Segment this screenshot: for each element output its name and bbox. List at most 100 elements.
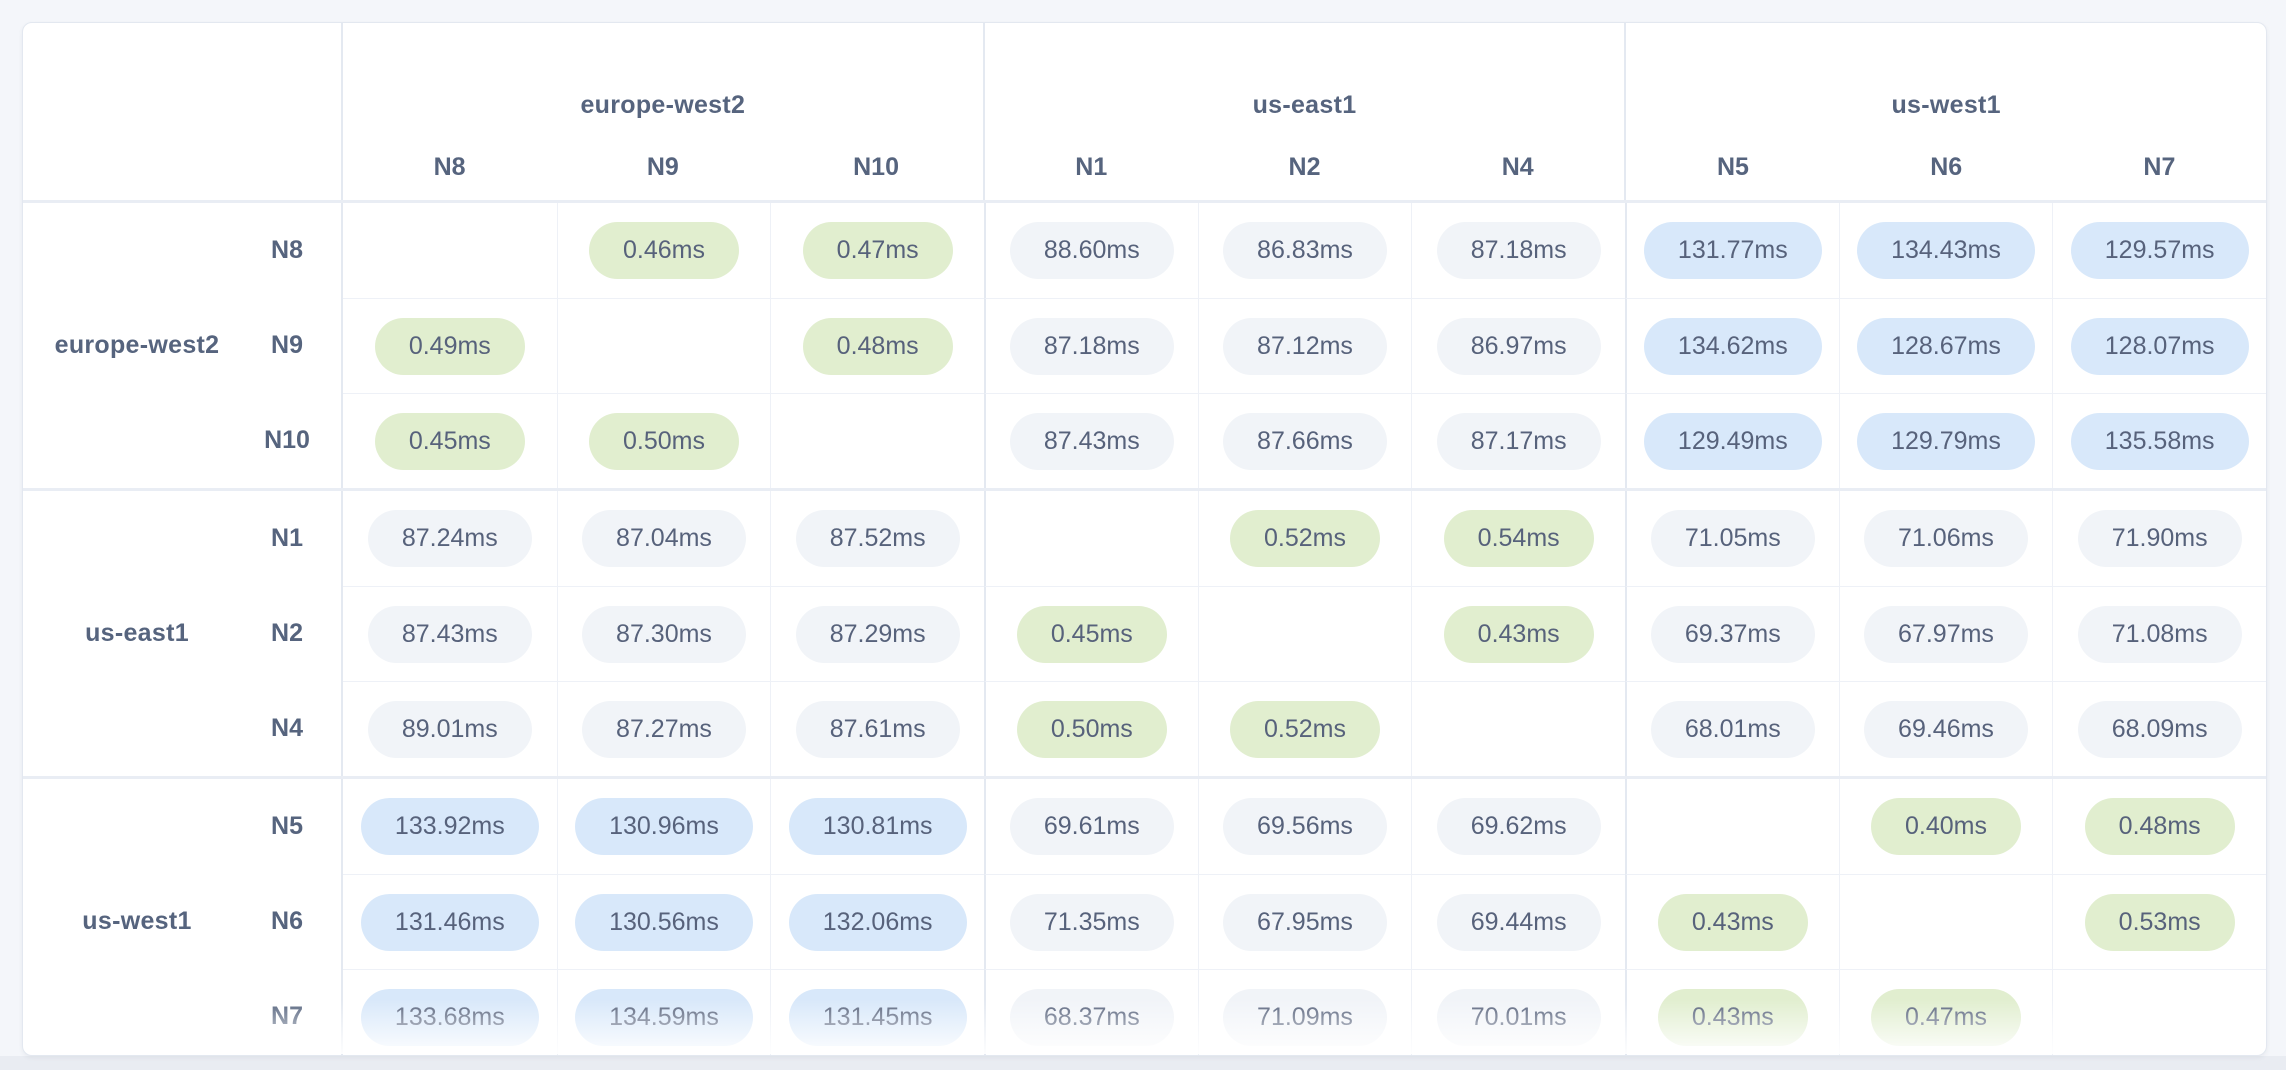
latency-pill: 68.01ms bbox=[1650, 700, 1815, 758]
latency-cell-N4-N10: 87.61ms bbox=[770, 681, 984, 776]
latency-pill: 68.37ms bbox=[1009, 988, 1174, 1046]
latency-cell-N5-N10: 130.81ms bbox=[770, 779, 984, 874]
latency-pill: 87.24ms bbox=[367, 510, 532, 567]
latency-cell-N1-N6: 71.06ms bbox=[1838, 491, 2053, 586]
latency-pill: 129.57ms bbox=[2070, 222, 2249, 279]
latency-pill: 129.79ms bbox=[1857, 412, 2035, 470]
latency-pill: 0.53ms bbox=[2084, 893, 2235, 951]
latency-cell-N10-N8: 0.45ms bbox=[343, 393, 557, 488]
row-node-label: N9 bbox=[271, 331, 303, 359]
row-node-label: N1 bbox=[271, 524, 303, 552]
column-group-europe-west2: europe-west2 N8 N9 N10 bbox=[343, 23, 983, 200]
latency-cell-N2-N9: 87.30ms bbox=[556, 586, 771, 681]
latency-cell-N1-N10: 87.52ms bbox=[770, 491, 984, 586]
latency-pill: 87.12ms bbox=[1223, 317, 1387, 375]
latency-pill: 67.97ms bbox=[1864, 605, 2028, 663]
column-node-label: N9 bbox=[646, 153, 679, 181]
latency-pill: 86.83ms bbox=[1223, 222, 1387, 279]
latency-cell-N10-N2: 87.66ms bbox=[1197, 393, 1412, 488]
column-group-headers: europe-west2 N8 N9 N10 us-east1 N1 N2 N4 us-west… bbox=[343, 23, 2266, 200]
latency-pill: 131.45ms bbox=[788, 988, 967, 1046]
latency-cell-N4-N6: 69.46ms bbox=[1838, 681, 2053, 776]
latency-cell-N1-N4: 0.54ms bbox=[1411, 491, 1625, 586]
latency-cell-N7-N9: 134.59ms bbox=[556, 969, 771, 1055]
latency-cell-N6-N4: 69.44ms bbox=[1411, 874, 1625, 969]
row-group-europe-west2: europe-west2 N8 N9 N10 0.46ms 0.47ms 88.60ms 86… bbox=[23, 203, 2266, 488]
latency-pill: 67.95ms bbox=[1223, 893, 1387, 951]
matrix-header: europe-west2 N8 N9 N10 us-east1 N1 N2 N4 us-west… bbox=[23, 23, 2266, 203]
latency-cell-N2-N2 bbox=[1197, 586, 1412, 681]
latency-cell-N10-N7: 135.58ms bbox=[2052, 393, 2266, 488]
latency-pill: 130.81ms bbox=[788, 798, 967, 855]
latency-cell-N2-N5: 69.37ms bbox=[1625, 586, 1839, 681]
latency-pill: 128.67ms bbox=[1857, 317, 2035, 375]
latency-pill: 0.43ms bbox=[1443, 605, 1594, 663]
latency-pill: 0.52ms bbox=[1230, 700, 1380, 758]
latency-cell-N6-N1: 71.35ms bbox=[984, 874, 1198, 969]
latency-cell-N10-N1: 87.43ms bbox=[984, 393, 1198, 488]
latency-cell-N10-N6: 129.79ms bbox=[1838, 393, 2053, 488]
latency-pill: 131.46ms bbox=[360, 893, 539, 951]
latency-pill: 132.06ms bbox=[788, 893, 967, 951]
latency-pill: 69.46ms bbox=[1864, 700, 2028, 758]
latency-pill: 130.96ms bbox=[575, 798, 753, 855]
latency-cell-N6-N10: 132.06ms bbox=[770, 874, 984, 969]
latency-cell-N4-N1: 0.50ms bbox=[984, 681, 1198, 776]
latency-pill: 0.43ms bbox=[1657, 893, 1808, 951]
column-node-labels: N5 N6 N7 bbox=[1626, 147, 2266, 187]
latency-cell-N7-N2: 71.09ms bbox=[1197, 969, 1412, 1055]
latency-cell-N1-N5: 71.05ms bbox=[1625, 491, 1839, 586]
latency-pill: 71.06ms bbox=[1864, 510, 2028, 567]
row-group-us-west1: us-west1 N5 N6 N7 133.92ms 130.96ms 130.81ms 69… bbox=[23, 776, 2266, 1055]
latency-pill: 0.50ms bbox=[1016, 700, 1167, 758]
latency-cell-N5-N5 bbox=[1625, 779, 1839, 874]
latency-pill: 0.50ms bbox=[589, 412, 739, 470]
latency-cell-N5-N8: 133.92ms bbox=[343, 779, 557, 874]
row-node-labels: N8 N9 N10 bbox=[251, 203, 323, 488]
matrix-body: europe-west2 N8 N9 N10 0.46ms 0.47ms 88.60ms 86… bbox=[23, 203, 2266, 1055]
latency-cell-N8-N7: 129.57ms bbox=[2052, 203, 2266, 298]
latency-cell-N5-N7: 0.48ms bbox=[2052, 779, 2266, 874]
latency-pill: 69.62ms bbox=[1436, 798, 1601, 855]
row-group-us-east1: us-east1 N1 N2 N4 87.24ms 87.04ms 87.52ms 0.52m… bbox=[23, 488, 2266, 776]
row-node-labels: N1 N2 N4 bbox=[251, 491, 323, 776]
column-region-label: us-west1 bbox=[1891, 91, 2001, 119]
latency-pill: 87.43ms bbox=[1009, 412, 1174, 470]
latency-cell-N9-N6: 128.67ms bbox=[1838, 298, 2053, 393]
column-node-labels: N8 N9 N10 bbox=[343, 147, 983, 187]
latency-cell-N1-N7: 71.90ms bbox=[2052, 491, 2266, 586]
latency-cell-N6-N8: 131.46ms bbox=[343, 874, 557, 969]
latency-cell-N9-N4: 86.97ms bbox=[1411, 298, 1625, 393]
column-node-label: N6 bbox=[1930, 153, 1963, 181]
latency-pill: 0.47ms bbox=[1871, 988, 2021, 1046]
latency-cell-N9-N8: 0.49ms bbox=[343, 298, 557, 393]
latency-cell-N4-N7: 68.09ms bbox=[2052, 681, 2266, 776]
latency-cell-N6-N2: 67.95ms bbox=[1197, 874, 1412, 969]
latency-pill: 134.59ms bbox=[575, 988, 753, 1046]
latency-pill: 87.29ms bbox=[795, 605, 960, 663]
column-node-label: N1 bbox=[1075, 153, 1108, 181]
row-node-label: N2 bbox=[271, 619, 303, 647]
latency-cell-N2-N10: 87.29ms bbox=[770, 586, 984, 681]
latency-cell-N2-N6: 67.97ms bbox=[1838, 586, 2053, 681]
latency-pill: 70.01ms bbox=[1436, 988, 1601, 1046]
latency-cell-N1-N9: 87.04ms bbox=[556, 491, 771, 586]
latency-cell-N1-N1 bbox=[984, 491, 1198, 586]
latency-pill: 69.37ms bbox=[1650, 605, 1815, 663]
row-node-label: N7 bbox=[271, 1002, 303, 1030]
latency-cell-N4-N8: 89.01ms bbox=[343, 681, 557, 776]
latency-cell-N1-N2: 0.52ms bbox=[1197, 491, 1412, 586]
row-group-label-cell: europe-west2 N8 N9 N10 bbox=[23, 203, 343, 488]
latency-pill: 87.04ms bbox=[582, 510, 746, 567]
latency-pill: 130.56ms bbox=[575, 893, 753, 951]
latency-cell-N6-N9: 130.56ms bbox=[556, 874, 771, 969]
latency-pill: 128.07ms bbox=[2070, 317, 2249, 375]
latency-cell-N4-N4 bbox=[1411, 681, 1625, 776]
row-group-label-cell: us-east1 N1 N2 N4 bbox=[23, 491, 343, 776]
column-node-label: N8 bbox=[433, 153, 466, 181]
latency-pill: 87.17ms bbox=[1436, 412, 1601, 470]
latency-cell-N8-N8 bbox=[343, 203, 557, 298]
column-node-label: N4 bbox=[1501, 153, 1534, 181]
latency-cell-N8-N4: 87.18ms bbox=[1411, 203, 1625, 298]
latency-pill: 134.43ms bbox=[1857, 222, 2035, 279]
